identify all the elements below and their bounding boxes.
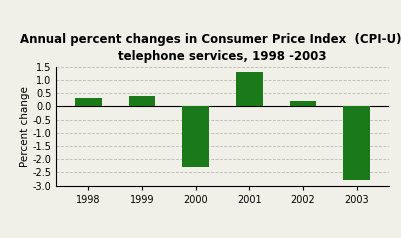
Bar	[129, 96, 156, 106]
Bar	[236, 72, 263, 106]
Y-axis label: Percent change: Percent change	[20, 86, 30, 167]
Bar	[182, 106, 209, 167]
Title: Annual percent changes in Consumer Price Index  (CPI-U) for
telephone services, : Annual percent changes in Consumer Price…	[20, 33, 401, 63]
Bar	[290, 101, 316, 106]
Bar	[343, 106, 370, 180]
Bar	[75, 98, 102, 106]
